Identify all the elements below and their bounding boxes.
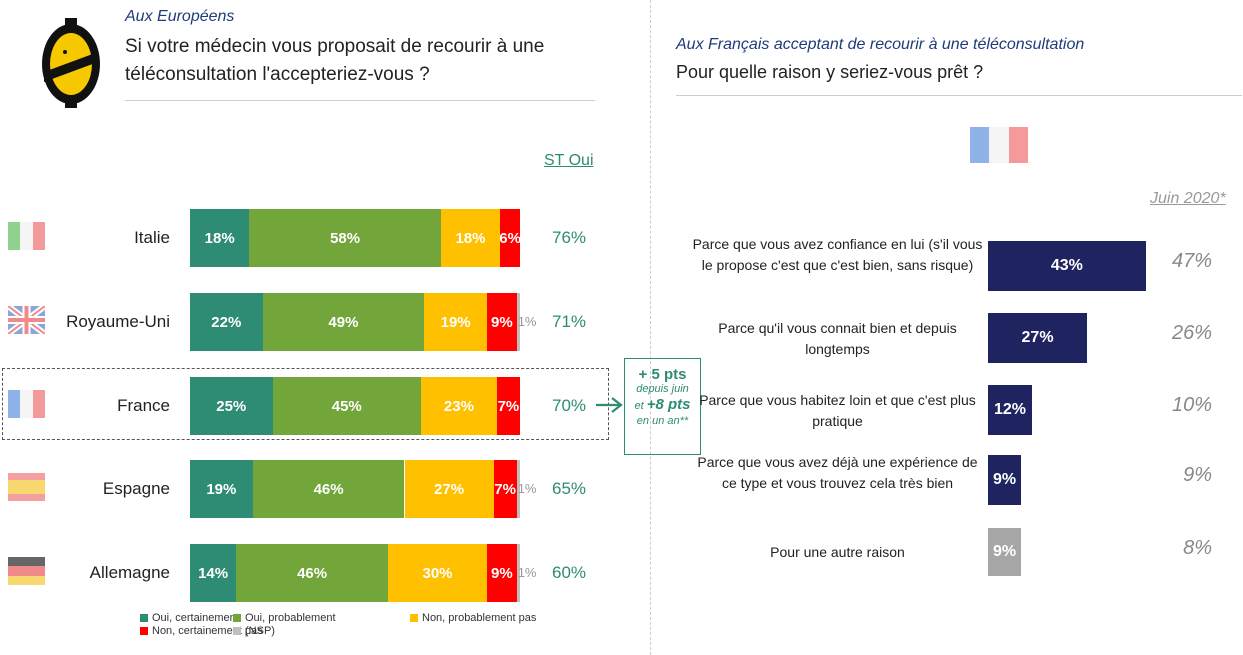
legend-label: Oui, certainement [152, 612, 239, 624]
bar-segment: 58% [249, 209, 441, 267]
country-label: Italie [134, 228, 170, 247]
st-oui-header: ST Oui [544, 152, 594, 169]
reason-label: Parce que vous habitez loin et que c'est… [699, 392, 976, 429]
right-subtitle: Aux Français acceptant de recourir à une… [676, 36, 1085, 53]
nsp-label: 1% [517, 481, 537, 496]
bar-segment: 7% [496, 377, 520, 435]
juin-2020-value: 10% [1171, 394, 1212, 416]
st-oui-value: 70% [552, 396, 587, 415]
bar-segment-nsp [516, 544, 520, 602]
bar-segment: 27% [404, 460, 494, 518]
callout-line3-pre: et [634, 400, 647, 412]
bar-segment: 23% [421, 377, 497, 435]
bar-segment: 49% [262, 293, 425, 351]
left-divider [125, 100, 595, 101]
left-question: Si votre médecin vous proposait de recou… [125, 36, 545, 85]
spain-flag-icon [8, 473, 45, 501]
bar-segment: 25% [190, 377, 273, 435]
st-oui-value: 65% [552, 479, 587, 498]
callout-line2: depuis juin [636, 383, 689, 395]
france-flag-icon [970, 127, 1028, 163]
bar-segment: 6% [499, 209, 521, 267]
nsp-label: 1% [517, 314, 537, 329]
reason-bar: 12% [988, 385, 1033, 435]
bar-segment: 19% [190, 460, 253, 518]
country-label: Royaume-Uni [66, 312, 170, 331]
bar-segment-nsp [516, 293, 520, 351]
logo-icon [42, 18, 100, 108]
callout-line3-bold: +8 pts [646, 396, 691, 413]
right-divider [676, 95, 1242, 96]
france-highlight-box [2, 368, 609, 440]
juin-2020-value: 47% [1171, 250, 1212, 272]
st-oui-value: 60% [552, 563, 587, 582]
st-oui-value: 71% [552, 312, 587, 331]
bar-segment: 45% [272, 377, 421, 435]
bar-segment: 46% [236, 544, 388, 602]
reason-bar: 9% [988, 528, 1022, 576]
juin-2020-value: 9% [1183, 464, 1212, 486]
st-oui-value: 76% [552, 228, 587, 247]
arrow-right-icon [596, 397, 623, 413]
country-label: Allemagne [89, 563, 170, 582]
uk-flag-icon [8, 306, 45, 334]
juin-2020-header: Juin 2020* [1150, 190, 1226, 207]
bar-segment: 46% [252, 460, 405, 518]
legend-label: Non, probablement pas [422, 612, 537, 624]
legend-item: Oui, probablement [233, 612, 336, 624]
germany-flag-icon [8, 557, 45, 585]
bar-segment: 22% [190, 293, 263, 351]
bar-segment: 9% [487, 293, 517, 351]
bar-segment: 14% [190, 544, 237, 602]
right-question: Pour quelle raison y seriez-vous prêt ? [676, 62, 984, 82]
callout-line4: en un an** [636, 415, 689, 427]
bar-segment: 7% [493, 460, 517, 518]
reason-bar: 27% [988, 313, 1088, 363]
reason-label: Parce qu'il vous connait bien et depuis … [718, 320, 957, 357]
bar-segment-nsp [516, 460, 520, 518]
bar-segment: 18% [440, 209, 501, 267]
country-label: France [117, 396, 170, 415]
callout-line1: + 5 pts [638, 366, 687, 383]
legend-label: (NSP) [245, 625, 275, 637]
evolution-callout: + 5 pts depuis juin et +8 pts en un an** [624, 358, 701, 455]
bar-segment: 9% [487, 544, 517, 602]
italy-flag-icon [8, 222, 45, 250]
juin-2020-value: 26% [1171, 322, 1212, 344]
france-flag-icon [8, 390, 45, 418]
reason-label: Parce que vous avez déjà une expérience … [697, 454, 978, 491]
nsp-label: 1% [517, 565, 537, 580]
legend-item: Oui, certainement [140, 612, 239, 624]
reason-bar: 9% [988, 455, 1022, 505]
legend-label: Oui, probablement [245, 612, 336, 624]
legend-item: (NSP) [233, 625, 275, 637]
reason-label: Parce que vous avez confiance en lui (s'… [692, 236, 983, 273]
juin-2020-value: 8% [1183, 537, 1212, 559]
reason-bar: 43% [988, 241, 1146, 291]
bar-segment: 18% [190, 209, 250, 267]
bar-segment: 19% [424, 293, 487, 351]
section-divider [650, 0, 651, 655]
country-label: Espagne [102, 479, 170, 498]
left-subtitle: Aux Européens [125, 8, 235, 25]
legend-item: Non, probablement pas [410, 612, 536, 624]
reason-label: Pour une autre raison [770, 544, 905, 560]
bar-segment: 30% [388, 544, 487, 602]
